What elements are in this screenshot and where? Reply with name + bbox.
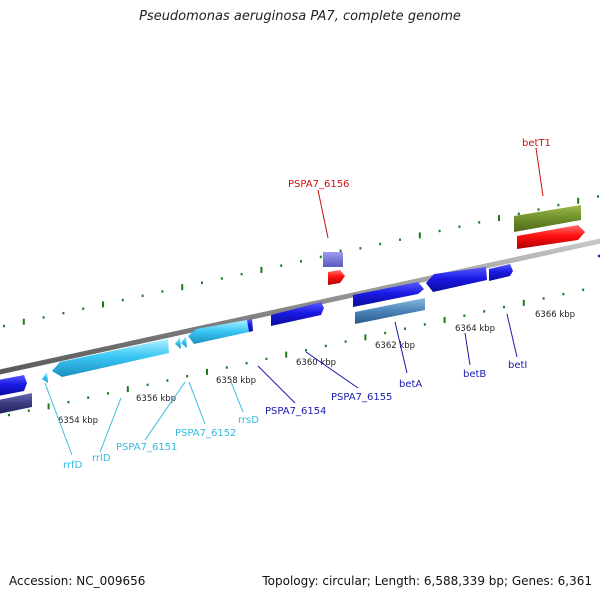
leader-line xyxy=(317,189,329,239)
gene-label-PSPA7_6152[interactable]: PSPA7_6152 xyxy=(175,428,236,439)
leader-line xyxy=(394,321,408,374)
gene-label-PSPA7_6154[interactable]: PSPA7_6154 xyxy=(265,406,326,417)
gene-labels: rrfD rrlD PSPA7_6151 PSPA7_6152 rrsD PSP… xyxy=(63,138,551,471)
gene-feature[interactable] xyxy=(0,375,27,396)
scale-label: 6366 kbp xyxy=(535,310,575,320)
scale-label: 6356 kbp xyxy=(136,394,176,404)
gene-label-rrsD[interactable]: rrsD xyxy=(238,415,259,426)
gene-feature-rrsD[interactable] xyxy=(188,320,249,344)
scale-label: 6362 kbp xyxy=(375,341,415,351)
leader-line xyxy=(506,313,518,358)
gene-label-betB[interactable]: betB xyxy=(463,369,486,380)
gene-feature-betA[interactable] xyxy=(355,298,425,324)
tick-row-lower xyxy=(8,288,585,417)
leader-line xyxy=(257,365,296,404)
gene-label-rrfD[interactable]: rrfD xyxy=(63,460,83,471)
genome-title: Pseudomonas aeruginosa PA7, complete gen… xyxy=(139,9,461,24)
gene-feature[interactable] xyxy=(517,225,585,249)
leader-line xyxy=(230,381,244,413)
gene-feature-betB[interactable] xyxy=(426,267,487,292)
gene-label-betT1[interactable]: betT1 xyxy=(522,138,551,149)
lower-features xyxy=(0,252,600,414)
gene-feature[interactable] xyxy=(0,393,32,414)
leader-line xyxy=(99,397,122,453)
tick-row-upper xyxy=(3,195,599,328)
gene-feature-PSPA7_6154[interactable] xyxy=(271,302,324,326)
upper-features xyxy=(323,205,585,285)
gene-feature-PSPA7_6155[interactable] xyxy=(353,282,424,307)
leader-line xyxy=(188,381,206,425)
gene-label-rrlD[interactable]: rrlD xyxy=(92,453,111,464)
gene-feature[interactable] xyxy=(597,252,600,260)
gene-feature[interactable] xyxy=(247,319,253,332)
scale-label: 6358 kbp xyxy=(216,376,256,386)
scale-labels: 6354 kbp 6356 kbp 6358 kbp 6360 kbp 6362… xyxy=(58,310,575,426)
leader-line xyxy=(144,381,186,441)
gene-feature-PSPA7_6156[interactable] xyxy=(323,252,343,267)
gene-label-PSPA7_6156[interactable]: PSPA7_6156 xyxy=(288,179,349,190)
scale-label: 6354 kbp xyxy=(58,416,98,426)
topology-text: Topology: circular; Length: 6,588,339 bp… xyxy=(262,574,592,588)
gene-label-PSPA7_6151[interactable]: PSPA7_6151 xyxy=(116,442,177,453)
gene-feature-PSPA7_6152[interactable] xyxy=(181,336,187,348)
gene-feature-PSPA7_6151[interactable] xyxy=(175,337,181,349)
gene-feature-rrfD[interactable] xyxy=(42,372,48,383)
gene-label-betI[interactable]: betI xyxy=(508,360,527,371)
leader-line xyxy=(464,332,471,366)
scale-label: 6360 kbp xyxy=(296,358,336,368)
gene-feature[interactable] xyxy=(328,270,345,285)
gene-feature-rrlD[interactable] xyxy=(52,339,169,377)
accession-text: Accession: NC_009656 xyxy=(9,574,146,588)
gene-feature-betI[interactable] xyxy=(489,264,513,281)
leader-line xyxy=(305,351,359,389)
gene-feature-betT1[interactable] xyxy=(514,205,581,232)
leader-line xyxy=(535,147,544,197)
genome-backbone xyxy=(0,238,600,375)
leader-line xyxy=(44,382,73,456)
gene-label-PSPA7_6155[interactable]: PSPA7_6155 xyxy=(331,392,392,403)
gene-label-betA[interactable]: betA xyxy=(399,379,422,390)
scale-label: 6364 kbp xyxy=(455,324,495,334)
